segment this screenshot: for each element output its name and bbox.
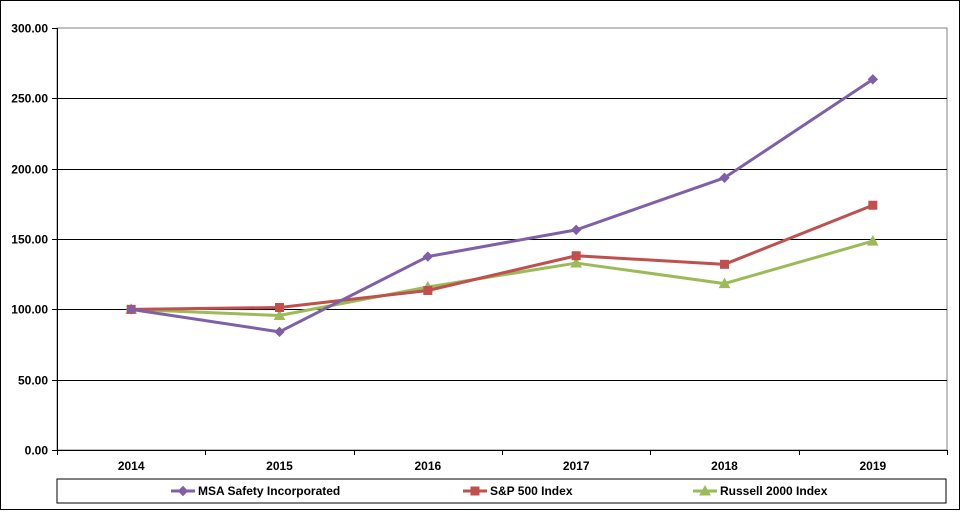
series-layer — [125, 74, 879, 338]
data-point — [718, 277, 731, 289]
data-point — [274, 326, 285, 338]
x-tick-label: 2015 — [266, 459, 293, 473]
y-tick-label: 300.00 — [11, 22, 48, 36]
data-point — [570, 224, 582, 236]
legend-marker — [177, 485, 189, 497]
y-tick-label: 150.00 — [11, 233, 48, 247]
data-point — [720, 259, 729, 269]
legend-label: Russell 2000 Index — [720, 484, 828, 498]
y-tick-label: 250.00 — [11, 92, 48, 106]
y-tick-label: 0.00 — [25, 444, 49, 458]
legend-label: MSA Safety Incorporated — [198, 484, 340, 498]
legend-label: S&P 500 Index — [490, 484, 573, 498]
data-point — [719, 172, 730, 184]
data-point — [125, 304, 137, 315]
data-point — [570, 257, 583, 268]
x-tick-label: 2017 — [563, 459, 590, 473]
x-tick-label: 2016 — [414, 459, 441, 473]
data-point — [866, 235, 879, 246]
y-tick-label: 100.00 — [11, 303, 48, 317]
x-tick-label: 2014 — [118, 459, 145, 473]
data-point — [422, 251, 434, 262]
series-line — [131, 239, 874, 318]
series-line — [131, 203, 874, 311]
data-point — [868, 200, 878, 210]
series-2 — [125, 235, 879, 321]
series-line — [130, 78, 874, 334]
data-point — [423, 285, 433, 295]
legend-box — [56, 478, 947, 504]
series-0 — [125, 74, 879, 338]
axes: 0.00 50.00 100.00 150.00 200.00 250.00 300.00 2… — [11, 22, 948, 473]
data-point — [275, 303, 284, 313]
legend-marker — [470, 486, 480, 496]
y-tick-label: 50.00 — [18, 374, 48, 388]
data-point — [867, 74, 879, 85]
legend-marker — [699, 484, 711, 496]
x-tick-label: 2018 — [711, 459, 738, 473]
data-point — [273, 309, 286, 321]
y-tick-label: 200.00 — [11, 163, 48, 177]
legend: MSA Safety Incorporated S&P 500 Index Russ… — [56, 478, 947, 504]
x-tick-label: 2019 — [859, 459, 886, 473]
data-point — [571, 251, 581, 261]
